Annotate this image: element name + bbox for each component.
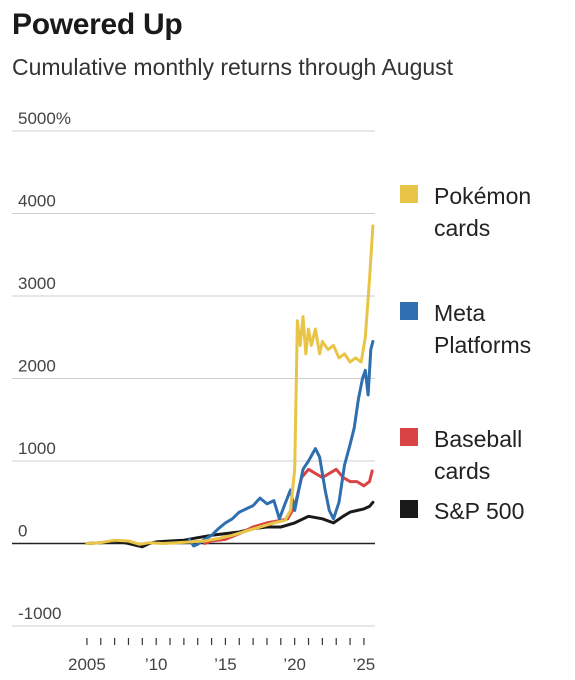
legend-swatch-baseball — [400, 428, 418, 446]
legend-label-meta: Meta Platforms — [434, 300, 532, 358]
x-axis: 2005 ’10 ’15 ’20 ’25 — [68, 638, 375, 674]
y-tick-label: 2000 — [18, 357, 56, 376]
x-tick-label: 2005 — [68, 655, 106, 674]
legend-swatch-pokemon — [400, 185, 418, 203]
x-tick-label: ’15 — [214, 655, 237, 674]
series-lines — [85, 224, 375, 549]
series-line-pokemon — [85, 224, 375, 546]
y-tick-label: -1000 — [18, 604, 61, 623]
series-line-meta — [187, 339, 375, 548]
y-tick-label: 4000 — [18, 192, 56, 211]
legend-swatch-sp500 — [400, 500, 418, 518]
y-axis-ticks: 5000% 4000 3000 2000 1000 0 -1000 — [18, 109, 71, 623]
y-tick-label: 1000 — [18, 439, 56, 458]
legend-label-sp500: S&P 500 — [434, 498, 525, 524]
x-tick-label: ’25 — [353, 655, 376, 674]
legend-label-pokemon: Pokémon cards — [434, 183, 532, 241]
legend-label-baseball: Baseball cards — [434, 426, 523, 484]
y-tick-label: 5000% — [18, 109, 71, 128]
chart-subtitle: Cumulative monthly returns through Augus… — [12, 54, 454, 80]
y-tick-label: 3000 — [18, 274, 56, 293]
y-tick-label: 0 — [18, 522, 27, 541]
legend-swatch-meta — [400, 302, 418, 320]
chart-title: Powered Up — [12, 8, 183, 41]
x-tick-label: ’20 — [283, 655, 306, 674]
grid-lines — [12, 130, 375, 627]
x-tick-label: ’10 — [145, 655, 168, 674]
